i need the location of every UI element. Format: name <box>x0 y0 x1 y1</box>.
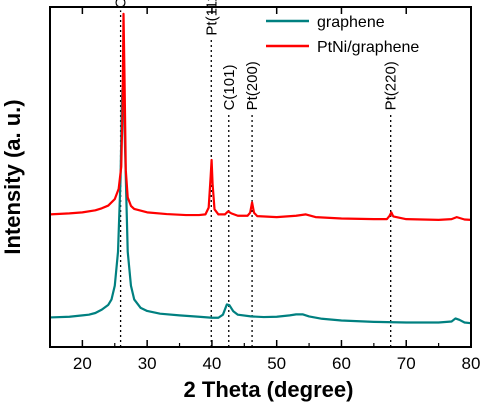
legend: graphene PtNi/graphene <box>266 14 419 56</box>
peak-label: Pt(200) <box>244 61 261 110</box>
legend-label: graphene <box>317 14 385 31</box>
peak-label: C(101) <box>221 65 238 111</box>
x-tick-label: 70 <box>397 354 416 373</box>
series-line <box>49 87 472 325</box>
x-axis-title: 2 Theta (degree) <box>184 377 354 402</box>
series-line <box>49 12 472 221</box>
peak-label: C(002) <box>113 0 130 8</box>
peak-label: Pt(111) <box>203 0 220 36</box>
plot-frame <box>49 6 472 348</box>
x-tick-label: 50 <box>267 354 286 373</box>
axis-ticks: 20 30 40 50 60 70 80 <box>49 7 481 373</box>
x-tick-label: 60 <box>332 354 351 373</box>
peak-label: Pt(220) <box>383 61 400 110</box>
x-tick-label: 80 <box>462 354 481 373</box>
legend-label: PtNi/graphene <box>317 39 419 56</box>
reference-lines <box>119 10 392 347</box>
x-tick-label: 40 <box>202 354 221 373</box>
peak-labels: C(002) Pt(111) C(101) Pt(200) Pt(220) <box>113 0 400 110</box>
x-tick-label: 20 <box>73 354 92 373</box>
y-axis-title: Intensity (a. u.) <box>0 99 25 254</box>
series-lines <box>49 12 472 325</box>
x-tick-label: 30 <box>138 354 157 373</box>
